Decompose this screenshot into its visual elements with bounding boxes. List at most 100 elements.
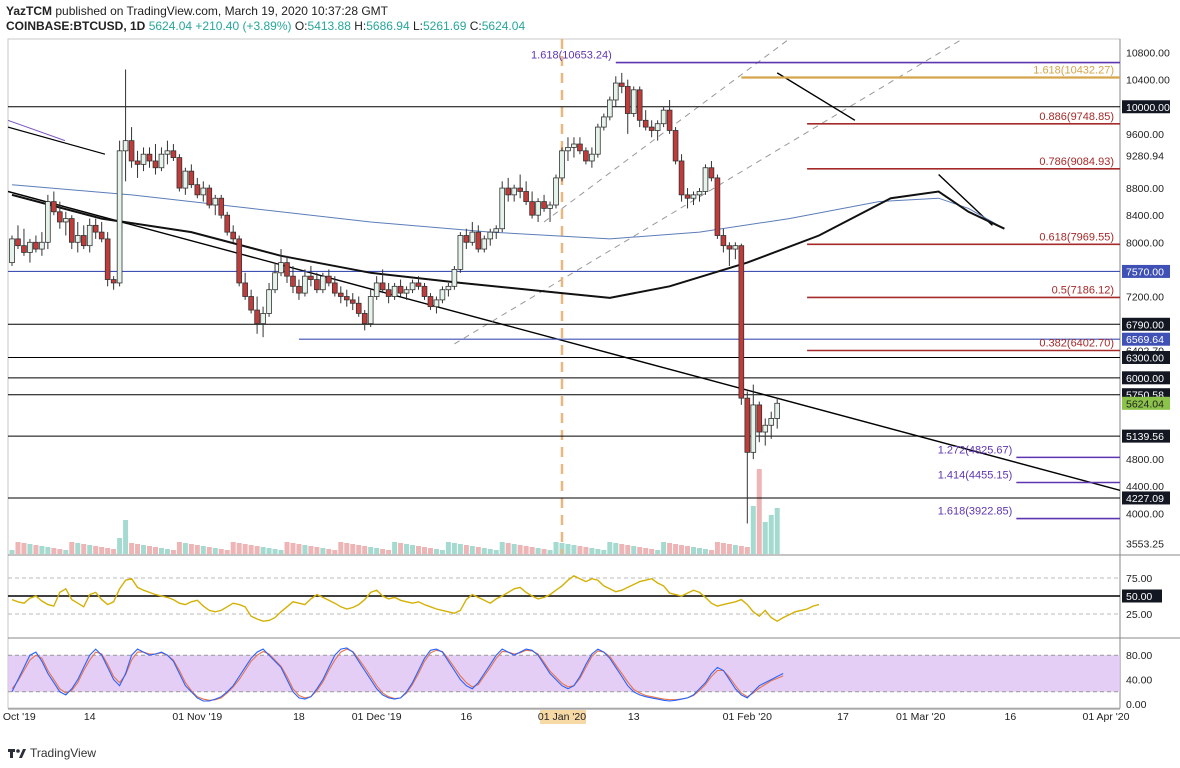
x-axis-label: 01 Feb '20 [723, 711, 772, 723]
rsi-axis-label: 75.00 [1126, 573, 1152, 585]
candle-body [68, 218, 75, 243]
candle-body [236, 238, 242, 284]
volume-bar [152, 547, 158, 554]
volume-bar [362, 546, 368, 554]
candle-body [756, 404, 763, 433]
x-axis-label: 01 Apr '20 [1083, 711, 1130, 723]
candle-body [80, 235, 87, 247]
candle-body [140, 153, 147, 165]
volume-bar [529, 547, 535, 554]
volume-bar [27, 544, 33, 554]
candle-body [188, 170, 195, 186]
candle-body [170, 150, 177, 158]
candle-body [636, 89, 643, 121]
candle-body [565, 147, 571, 152]
candle-body [672, 130, 679, 162]
volume-bar [667, 543, 673, 554]
candle-body [612, 82, 619, 101]
candle-body [218, 197, 225, 216]
volume-bar [21, 543, 27, 554]
volume-bar [601, 550, 607, 554]
volume-bar [649, 549, 655, 554]
candle-body [541, 201, 547, 209]
volume-bar [475, 547, 481, 554]
volume-bar [571, 545, 577, 554]
candle-body [391, 285, 398, 297]
footer-brand[interactable]: TradingView [30, 746, 97, 760]
price-axis-tick: 10800.00 [1126, 48, 1170, 60]
volume-bar [374, 548, 380, 554]
candle-body [642, 119, 649, 128]
volume-bar [344, 543, 350, 554]
volume-bar [416, 546, 422, 554]
channel-upper [543, 39, 790, 223]
price-axis-label: 8400.00 [1126, 210, 1164, 222]
candle-body [51, 201, 57, 213]
candle-body [439, 289, 446, 301]
price-axis-tick: 10000.00 [1122, 100, 1170, 114]
candle-body [98, 231, 105, 240]
price-axis-tick: 5624.04 [1122, 396, 1170, 410]
fib-level-label: 1.618(3922.85) [938, 506, 1013, 518]
low-label: L: [412, 19, 423, 33]
volume-bar [350, 544, 356, 554]
btc-chart[interactable]: 1.618(10653.24) 1.618(10432.27) 0.886(9748… [0, 36, 1180, 741]
candle-body [367, 296, 374, 325]
volume-bar [768, 515, 774, 554]
high-value: 5686.94 [366, 19, 410, 33]
candle-body [86, 224, 93, 247]
candle-body [409, 282, 416, 291]
candle-body [487, 231, 494, 240]
volume-bar [170, 550, 176, 554]
price-axis-label: 9600.00 [1126, 129, 1164, 141]
ohlc-legend: COINBASE:BTCUSD, 1D 5624.04 +210.40 (+3.… [6, 19, 525, 34]
candle-body [63, 218, 69, 223]
volume-bar [625, 545, 631, 554]
open-label: O: [294, 19, 308, 33]
chart-header: YazTCM published on TradingView.com, Mar… [0, 0, 1180, 36]
volume-bar [206, 547, 212, 554]
candle-body [104, 238, 111, 280]
candle-body [732, 245, 739, 250]
candle-body [57, 211, 63, 223]
volume-bar [744, 547, 750, 554]
volume-bar [463, 545, 469, 554]
volume-bar [356, 545, 362, 554]
publisher-name[interactable]: YazTCM [6, 4, 53, 18]
price-tag-bg [1122, 371, 1170, 385]
candle-body [529, 201, 535, 216]
price-tag-bg [1122, 396, 1170, 410]
price-axis-label: 10400.00 [1126, 75, 1170, 87]
fib-level-label: 0.886(9748.85) [1039, 111, 1114, 123]
candle-body [224, 214, 231, 233]
price-tag-bg [1122, 491, 1170, 505]
candle-body [768, 418, 775, 426]
price-axis-tick: 8800.00 [1126, 183, 1164, 195]
fib-level-label: 0.5(7186.12) [1052, 284, 1114, 296]
volume-bar [487, 549, 493, 554]
volume-bar [613, 543, 619, 554]
volume-bar [696, 548, 702, 554]
price-tag-bg [1122, 317, 1170, 331]
candle-body [403, 289, 410, 294]
volume-bar [433, 549, 439, 554]
volume-bar [15, 542, 21, 554]
volume-bar [39, 546, 45, 554]
x-axis-label: 14 [84, 711, 96, 723]
price-axis-tick: 10400.00 [1126, 75, 1170, 87]
candle-body [278, 262, 284, 274]
price-axis-label: 4000.00 [1126, 508, 1164, 520]
price-axis-tick: 7570.00 [1122, 264, 1170, 278]
candle-body [200, 187, 207, 196]
candle-body [427, 296, 434, 308]
candle-body [535, 201, 541, 216]
tradingview-logo-icon[interactable] [8, 747, 26, 759]
rsi-tag-bg [1122, 589, 1162, 603]
candle-body [74, 235, 81, 243]
symbol-label[interactable]: COINBASE:BTCUSD, 1D [6, 19, 146, 33]
volume-bar [511, 544, 517, 554]
volume-bar [99, 547, 105, 554]
volume-bar [386, 550, 392, 554]
volume-bar [720, 543, 726, 554]
candle-body [601, 116, 607, 128]
